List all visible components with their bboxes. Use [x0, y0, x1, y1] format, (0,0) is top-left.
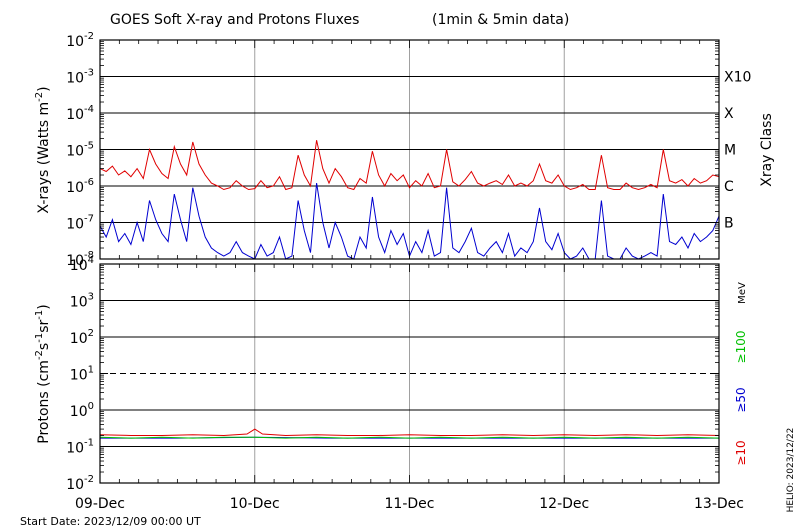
xray-series-line-0	[99, 140, 720, 191]
xray-ytick-label: 10-8	[66, 250, 94, 269]
xray-class-label: M	[724, 143, 736, 159]
proton-grid	[100, 264, 719, 483]
proton-ytick-label: 100	[70, 401, 94, 420]
xray-ylabel: X-rays (Watts m-2)	[34, 86, 52, 213]
proton-ytick-label: 104	[70, 255, 94, 274]
xray-class-label: C	[724, 179, 734, 195]
chart-title: GOES Soft X-ray and Protons Fluxes	[110, 12, 359, 28]
xray-class-label: B	[724, 216, 734, 232]
xray-ytick-label: 10-5	[66, 141, 94, 160]
xray-ticks: 10-8 10-7 10-6 10-5 10-4 10-3 10-2	[66, 31, 719, 269]
helio-stamp: HELIO: 2023/12/22	[786, 428, 796, 513]
proton-legend: ≥100 ≥50 ≥10	[734, 331, 748, 466]
proton-legend-entry: ≥10	[734, 440, 748, 465]
proton-series	[99, 428, 720, 439]
proton-series-line-0	[99, 428, 720, 437]
start-date-label: Start Date: 2023/12/09 00:00 UT	[20, 515, 201, 528]
xray-ytick-label: 10-3	[66, 68, 94, 87]
x-axis-ticks: 09-Dec 10-Dec 11-Dec 12-Dec 13-Dec	[75, 40, 744, 512]
proton-ytick-label: 10-2	[66, 474, 94, 493]
proton-ytick-label: 10-1	[66, 438, 94, 457]
chart-subtitle: (1min & 5min data)	[432, 12, 569, 28]
x-tick-label: 10-Dec	[230, 496, 280, 512]
x-tick-label: 13-Dec	[694, 496, 744, 512]
proton-ytick-label: 102	[70, 328, 94, 347]
x-tick-label: 11-Dec	[385, 496, 435, 512]
proton-legend-entry: ≥50	[734, 387, 748, 412]
xray-class-label: X	[724, 106, 734, 122]
proton-ytick-label: 101	[70, 365, 94, 384]
proton-legend-entry: ≥100	[734, 331, 748, 364]
xray-ytick-label: 10-4	[66, 104, 94, 123]
xray-ytick-label: 10-7	[66, 214, 94, 233]
xray-class-labels: B C M X X10	[724, 70, 751, 232]
xray-ytick-label: 10-2	[66, 31, 94, 50]
xray-ytick-label: 10-6	[66, 177, 94, 196]
xray-class-label: X10	[724, 70, 751, 86]
x-tick-label: 09-Dec	[75, 496, 125, 512]
proton-unit-label: MeV	[737, 282, 748, 304]
xray-grid	[100, 40, 719, 259]
x-tick-label: 12-Dec	[539, 496, 589, 512]
xray-class-axis-label: Xray Class	[759, 113, 775, 187]
proton-series-line-2	[99, 436, 720, 439]
proton-ylabel: Protons (cm-2s-1sr-1)	[34, 304, 52, 443]
proton-ticks: 10-2 10-1 100 101 102 103 104	[66, 255, 719, 493]
proton-ytick-label: 103	[70, 292, 94, 311]
